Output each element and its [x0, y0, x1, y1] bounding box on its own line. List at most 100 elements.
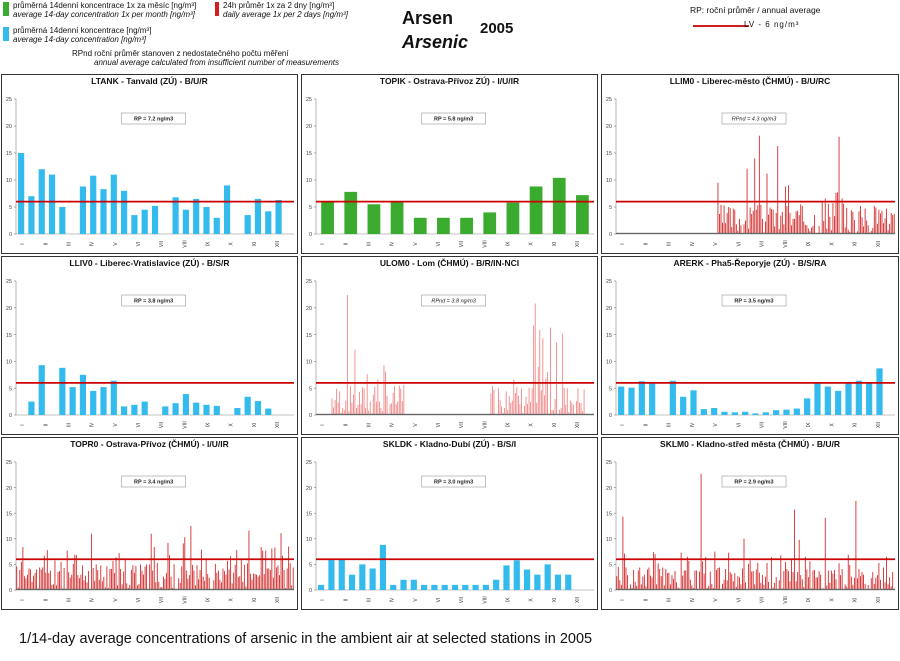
data-bar	[334, 399, 336, 415]
data-bar	[348, 574, 356, 590]
y-tick-label: 20	[306, 486, 312, 492]
data-bar	[321, 201, 334, 234]
no-data-baseline	[616, 588, 895, 590]
data-bar	[97, 570, 99, 590]
data-bar	[749, 560, 751, 590]
data-bar	[382, 411, 383, 415]
month-label: VII	[459, 241, 465, 247]
data-bar	[653, 552, 654, 590]
chart-title: SKLDK - Kladno-Dubí (ZÚ) - B/S/I	[382, 439, 517, 449]
chart-title: ARERK - Pha5-Řeporyje (ZÚ) - B/S/RA	[673, 258, 827, 268]
data-bar	[680, 552, 682, 590]
data-bar	[216, 572, 218, 590]
y-tick-label: 10	[6, 537, 12, 543]
data-bar	[755, 569, 757, 590]
data-bar	[853, 219, 855, 234]
month-label: IV	[90, 597, 96, 602]
data-bar	[421, 584, 428, 590]
data-bar	[120, 569, 122, 590]
data-bar	[758, 135, 760, 234]
data-bar	[875, 577, 877, 590]
data-bar	[878, 562, 880, 590]
chart-panel-lliv0: LLIV0 - Liberec-Vratislavice (ZÚ) - B/S/…	[1, 256, 298, 435]
data-bar	[130, 570, 132, 590]
data-bar	[728, 207, 730, 234]
data-bar	[875, 207, 877, 234]
data-bar	[700, 409, 707, 415]
data-bar	[648, 567, 650, 590]
data-bar	[889, 577, 891, 590]
data-bar	[751, 571, 753, 590]
data-bar	[380, 408, 382, 415]
annotation-text: RPnd = 3.8 ng/m3	[431, 299, 476, 305]
data-bar	[886, 556, 887, 590]
data-bar	[188, 575, 190, 590]
data-bar	[887, 230, 889, 234]
month-label: I	[20, 424, 26, 425]
data-bar	[69, 387, 76, 415]
data-bar	[798, 539, 800, 590]
y-tick-label: 5	[9, 205, 12, 211]
data-bar	[179, 582, 181, 590]
data-bar	[807, 577, 809, 590]
data-bar	[650, 575, 651, 590]
data-bar	[199, 570, 201, 590]
chart-title: LLIV0 - Liberec-Vratislavice (ZÚ) - B/S/…	[69, 258, 230, 268]
no-data-baseline	[16, 588, 294, 590]
month-label: X	[229, 242, 235, 246]
data-bar	[505, 391, 507, 415]
data-bar	[867, 584, 869, 590]
data-bar	[735, 586, 737, 590]
data-bar	[628, 387, 635, 415]
data-bar	[242, 581, 244, 590]
data-bar	[844, 584, 846, 590]
data-bar	[244, 215, 251, 234]
annotation-text: RP = 5.8 ng/m3	[434, 117, 473, 123]
data-bar	[169, 555, 170, 590]
data-bar	[132, 565, 134, 590]
data-bar	[159, 587, 161, 590]
data-bar	[818, 571, 820, 590]
data-bar	[291, 585, 293, 590]
data-bar	[118, 553, 120, 590]
annotation-box	[721, 112, 787, 125]
data-bar	[56, 585, 57, 590]
data-bar	[537, 366, 539, 415]
data-bar	[196, 565, 198, 590]
no-data-baseline	[316, 413, 594, 415]
y-tick-label: 5	[609, 386, 612, 392]
data-bar	[133, 572, 135, 590]
data-bar	[288, 546, 290, 590]
data-bar	[765, 576, 766, 590]
data-bar	[647, 569, 648, 590]
month-label: IX	[205, 241, 211, 246]
data-bar	[758, 572, 760, 590]
chart-title: TOPIK - Ostrava-Přívoz ZÚ) - I/U/IR	[379, 76, 520, 86]
data-bar	[737, 576, 739, 590]
month-label: VI	[736, 423, 742, 428]
data-bar	[517, 395, 519, 415]
data-bar	[74, 554, 76, 590]
data-bar	[166, 573, 167, 590]
data-bar	[795, 581, 797, 590]
data-bar	[245, 586, 247, 590]
data-bar	[867, 225, 869, 234]
data-bar	[835, 390, 842, 415]
month-label: IV	[90, 422, 96, 427]
month-label: I	[620, 243, 626, 244]
data-bar	[217, 570, 219, 590]
data-bar	[563, 387, 565, 415]
page-title-en: Arsenic	[402, 32, 469, 52]
data-bar	[864, 583, 866, 590]
data-bar	[872, 572, 874, 590]
data-bar	[815, 577, 817, 590]
month-label: V	[713, 598, 719, 602]
data-bar	[752, 413, 759, 415]
data-bar	[72, 563, 74, 590]
data-bar	[696, 570, 697, 590]
data-bar	[577, 388, 579, 415]
month-label: X	[529, 242, 535, 246]
y-tick-label: 20	[6, 124, 12, 130]
data-bar	[460, 217, 473, 234]
month-label: V	[413, 598, 419, 602]
